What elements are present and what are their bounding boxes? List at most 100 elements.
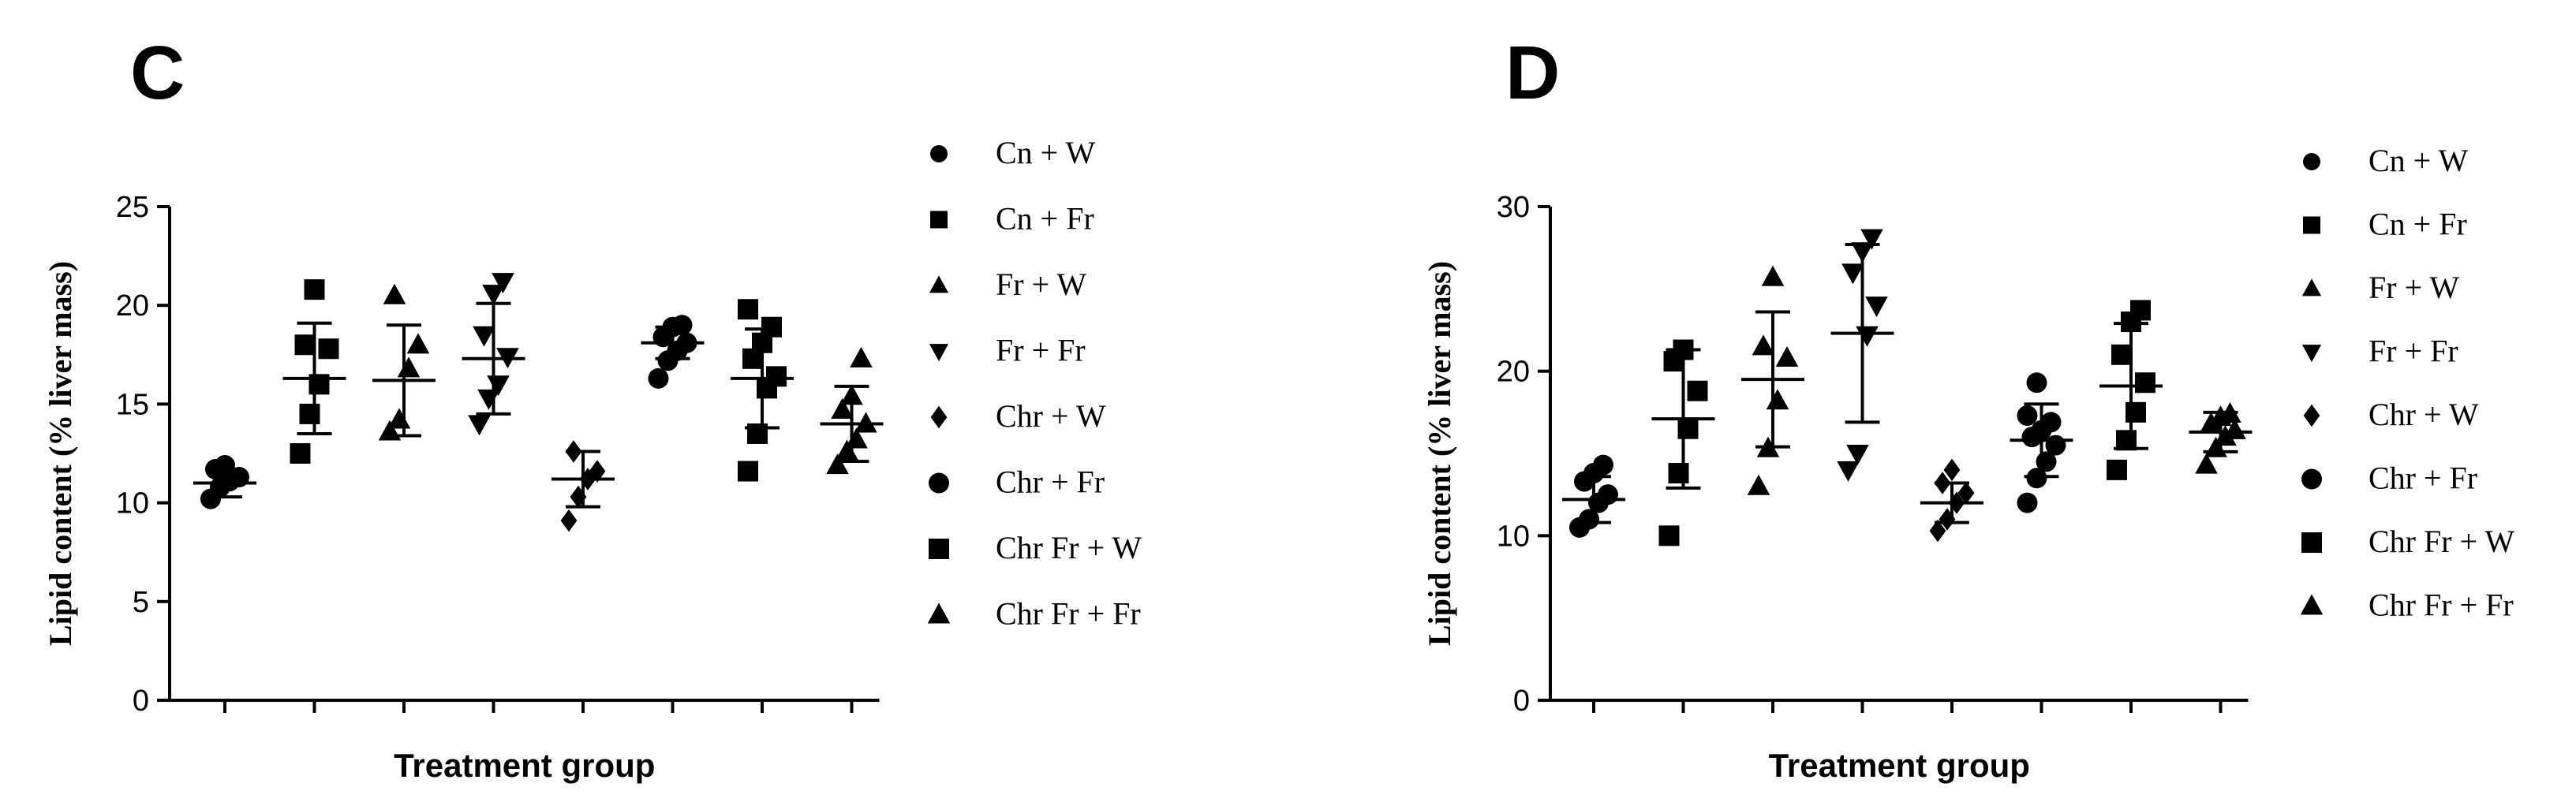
legend-label: Chr Fr + Fr <box>996 596 1141 632</box>
series-group <box>1741 265 1804 495</box>
legend-label: Cn + Fr <box>2368 207 2467 242</box>
panel-letter-c: C <box>130 31 185 115</box>
data-point <box>2045 435 2066 456</box>
series-group <box>820 346 884 475</box>
legend-marker <box>930 211 948 229</box>
data-point <box>492 273 514 294</box>
data-point <box>2135 372 2155 394</box>
data-point <box>1943 458 1961 482</box>
legend-label: Chr Fr + Fr <box>2368 588 2514 623</box>
series-group <box>2099 300 2163 480</box>
data-point <box>2017 492 2038 513</box>
data-point <box>1677 418 1699 439</box>
data-point <box>826 453 849 475</box>
legend-marker <box>2301 468 2322 490</box>
legend-marker <box>929 539 949 559</box>
data-point <box>1687 380 1708 401</box>
data-point <box>648 367 669 389</box>
data-point <box>1598 484 1618 505</box>
data-point <box>738 461 758 482</box>
legend-marker <box>2301 345 2322 363</box>
x-axis-title: Treatment group <box>394 747 655 784</box>
legend-marker <box>2303 153 2320 170</box>
legend-marker <box>2303 216 2320 234</box>
data-point <box>383 283 406 304</box>
data-point <box>1841 263 1864 285</box>
data-point <box>1752 334 1775 356</box>
data-point <box>1846 444 1869 465</box>
y-tick-label: 20 <box>116 289 149 323</box>
data-point <box>290 443 311 464</box>
data-point <box>2223 418 2246 439</box>
data-point <box>738 299 758 320</box>
legend-label: Chr Fr + W <box>2368 524 2514 559</box>
y-tick-label: 0 <box>1513 684 1530 718</box>
legend-label: Fr + W <box>2368 270 2459 305</box>
legend-label: Cn + W <box>996 135 1096 170</box>
y-axis-title: Lipid content (% liver mass) <box>43 261 78 646</box>
data-point <box>2195 453 2218 474</box>
series-group <box>1920 458 1983 543</box>
data-point <box>1658 525 1680 546</box>
y-axis-title: Lipid content (% liver mass) <box>1422 261 1457 646</box>
legend-marker <box>927 602 951 624</box>
legend-label: Fr + W <box>996 267 1086 302</box>
y-tick-label: 10 <box>116 487 149 520</box>
legend-marker <box>930 405 948 429</box>
data-point <box>299 403 320 424</box>
data-point <box>589 460 606 483</box>
series-group <box>1830 229 1894 482</box>
data-point <box>1766 389 1789 410</box>
data-point <box>671 315 693 336</box>
data-point <box>1761 265 1785 286</box>
legend-marker <box>930 145 948 162</box>
series-group <box>2010 372 2073 513</box>
legend-label: Chr + W <box>2368 397 2479 432</box>
chart-panel-d: 0 10 20 30 Treatment group Lipid content (% l… <box>1422 143 2514 784</box>
data-point <box>850 346 873 367</box>
legend-marker <box>2300 594 2324 615</box>
legend-marker <box>2301 532 2322 553</box>
data-point <box>2026 372 2047 394</box>
data-point <box>1775 346 1799 367</box>
data-point <box>304 279 325 300</box>
data-point <box>1860 229 1883 250</box>
data-point <box>318 338 339 360</box>
data-point <box>761 316 782 338</box>
series-group <box>1562 454 1625 538</box>
data-point <box>468 415 491 436</box>
legend-marker <box>2303 404 2320 427</box>
y-tick-label: 25 <box>116 191 149 224</box>
legend-label: Chr + Fr <box>996 464 1105 500</box>
data-point <box>1939 508 1956 531</box>
data-point <box>2017 405 2038 427</box>
data-point <box>473 326 495 347</box>
data-point <box>1856 326 1879 347</box>
series-group <box>462 273 525 436</box>
series-group <box>193 455 256 509</box>
legend-label: Chr + W <box>996 398 1106 434</box>
series-group <box>1651 339 1715 546</box>
legend-marker <box>929 275 949 293</box>
series-group <box>551 440 615 532</box>
data-point <box>1865 297 1888 318</box>
y-tick-label: 0 <box>133 684 149 718</box>
y-tick-label: 20 <box>1497 356 1530 389</box>
data-point <box>2107 459 2127 480</box>
y-tick-label: 5 <box>133 586 149 619</box>
data-point <box>560 509 578 532</box>
data-point <box>766 366 787 387</box>
legend-marker <box>929 344 949 362</box>
data-point <box>482 285 505 306</box>
data-point <box>1593 454 1613 476</box>
data-point <box>387 408 411 429</box>
data-point <box>1837 461 1860 482</box>
data-point <box>1929 519 1946 543</box>
chart-panel-c: 0 5 10 15 20 25 Treatment group Lipid content (… <box>43 135 1142 784</box>
legend-marker <box>2301 278 2322 297</box>
x-axis-title: Treatment group <box>1769 747 2030 784</box>
data-point <box>2125 401 2146 423</box>
data-point <box>2200 412 2223 433</box>
data-point <box>2040 412 2062 433</box>
legend-label: Chr + Fr <box>2368 461 2477 496</box>
